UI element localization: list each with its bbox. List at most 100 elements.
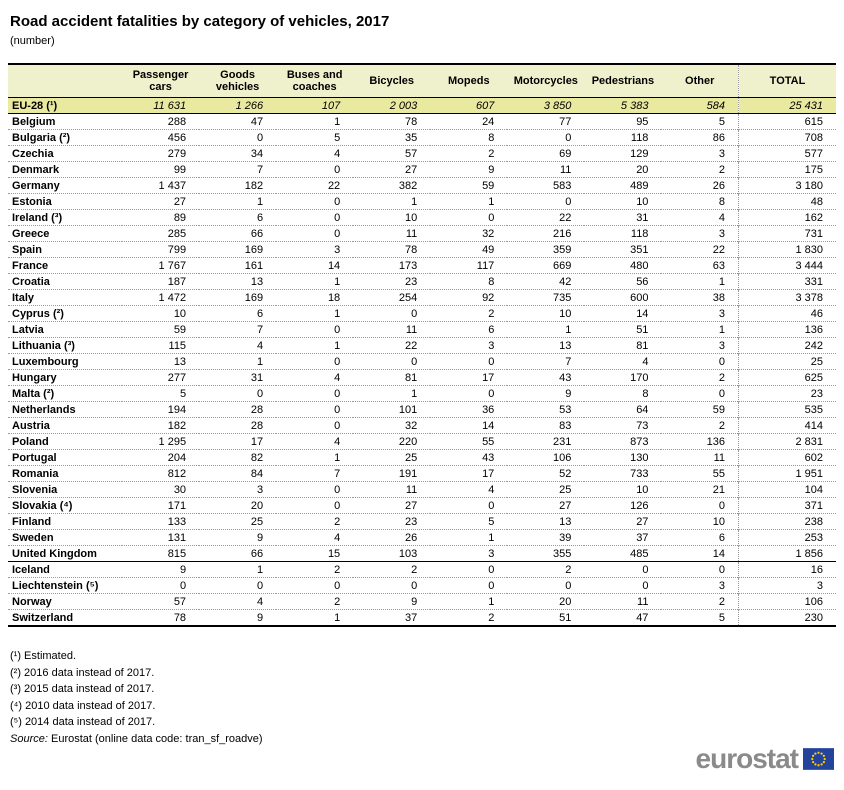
value-cell: 8 <box>718 195 725 208</box>
value-cell: 101 <box>398 403 418 416</box>
value-cell: 0 <box>642 563 649 576</box>
eurostat-wordmark: eurostat <box>695 743 799 774</box>
value-cell: 7 <box>257 163 264 176</box>
value-cell: 27 <box>405 163 418 176</box>
value-cell: 2 <box>411 563 418 576</box>
value-cell: 0 <box>334 579 341 592</box>
value-cell: 351 <box>630 243 649 256</box>
table-row: Spain 799 169 3 78 49 359 351 22 1 830 <box>8 241 836 258</box>
value-cell: 10 <box>636 195 649 208</box>
value-cell: 13 <box>559 339 572 352</box>
eu-flag-field <box>803 748 834 770</box>
value-cell: 5 383 <box>620 99 649 112</box>
footnote: (²) 2016 data instead of 2017. <box>10 666 155 679</box>
eu-flag-stars <box>811 751 826 767</box>
value-cell: 171 <box>167 499 187 512</box>
value-cell: 81 <box>636 339 649 352</box>
table-row: Norway 57 4 2 9 1 20 11 2 106 <box>8 593 836 610</box>
value-cell: 57 <box>405 147 418 160</box>
value-cell: 485 <box>630 547 649 560</box>
value-cell: 26 <box>712 179 725 192</box>
value-cell: 2 <box>488 611 495 624</box>
value-cell: 8 <box>488 131 495 144</box>
table-row: Austria 182 28 0 32 14 83 73 2 414 <box>8 417 836 434</box>
value-cell: 11 <box>405 227 418 240</box>
total-cell: 238 <box>738 513 836 530</box>
value-cell: 86 <box>712 131 725 144</box>
column-header: Bicycles <box>353 64 431 98</box>
value-cell: 812 <box>167 467 187 480</box>
total-cell: 25 431 <box>738 97 836 114</box>
row-label: Germany <box>12 179 60 192</box>
value-cell: 1 <box>411 387 418 400</box>
table-row: Portugal 204 82 1 25 43 106 130 11 602 <box>8 449 836 466</box>
value-cell: 1 472 <box>158 291 187 304</box>
value-cell: 1 767 <box>158 259 187 272</box>
value-cell: 9 <box>565 387 572 400</box>
value-cell: 22 <box>405 339 418 352</box>
value-cell: 4 <box>718 211 725 224</box>
row-label: Portugal <box>12 451 57 464</box>
value-cell: 10 <box>405 211 418 224</box>
value-cell: 32 <box>405 419 418 432</box>
value-cell: 81 <box>405 371 418 384</box>
table-row: Finland 133 25 2 23 5 13 27 10 238 <box>8 513 836 530</box>
value-cell: 130 <box>630 451 649 464</box>
value-cell: 5 <box>179 387 187 400</box>
value-cell: 27 <box>405 499 418 512</box>
row-label: Italy <box>12 291 35 304</box>
value-cell: 11 <box>637 595 649 608</box>
value-cell: 0 <box>488 355 495 368</box>
value-cell: 39 <box>559 531 572 544</box>
table-row: Switzerland 78 9 1 37 2 51 47 5 230 <box>8 609 836 626</box>
value-cell: 288 <box>167 115 187 128</box>
total-cell: 1 856 <box>738 545 836 562</box>
total-cell: 3 180 <box>738 177 836 194</box>
value-cell: 0 <box>411 579 418 592</box>
row-label: Iceland <box>12 563 50 576</box>
value-cell: 69 <box>559 147 572 160</box>
value-cell: 7 <box>565 355 572 368</box>
value-cell: 14 <box>482 419 495 432</box>
total-cell: 615 <box>738 113 836 130</box>
value-cell: 35 <box>405 131 418 144</box>
value-cell: 24 <box>482 115 495 128</box>
value-cell: 456 <box>167 131 187 144</box>
value-cell: 84 <box>250 467 264 480</box>
row-label: Netherlands <box>12 403 76 416</box>
value-cell: 17 <box>482 371 495 384</box>
total-cell: 46 <box>738 305 836 322</box>
value-cell: 0 <box>334 483 341 496</box>
value-cell: 220 <box>398 435 418 448</box>
value-cell: 63 <box>712 259 725 272</box>
table-row: Czechia 279 34 4 57 2 69 129 3 577 <box>8 145 836 162</box>
table-row: Slovenia 30 3 0 11 4 25 10 21 104 <box>8 481 836 498</box>
value-cell: 89 <box>173 211 187 224</box>
value-cell: 10 <box>559 307 572 320</box>
value-cell: 5 <box>718 115 725 128</box>
value-cell: 9 <box>257 531 264 544</box>
value-cell: 43 <box>559 371 572 384</box>
value-cell: 0 <box>334 195 341 208</box>
value-cell: 0 <box>718 499 725 512</box>
source-label: Source: <box>10 732 48 745</box>
value-cell: 3 <box>488 339 495 352</box>
value-cell: 78 <box>405 115 418 128</box>
value-cell: 9 <box>257 611 264 624</box>
value-cell: 4 <box>642 355 649 368</box>
row-label: Hungary <box>12 371 57 384</box>
value-cell: 78 <box>405 243 418 256</box>
value-cell: 0 <box>411 355 418 368</box>
value-cell: 382 <box>398 179 418 192</box>
value-cell: 126 <box>630 499 649 512</box>
value-cell: 22 <box>559 211 572 224</box>
value-cell: 66 <box>250 227 264 240</box>
value-cell: 11 <box>559 163 572 176</box>
value-cell: 47 <box>636 611 649 624</box>
value-cell: 4 <box>334 147 341 160</box>
value-cell: 20 <box>250 499 264 512</box>
value-cell: 22 <box>712 243 725 256</box>
value-cell: 10 <box>712 515 725 528</box>
value-cell: 25 <box>405 451 418 464</box>
table-row: Belgium 288 47 1 78 24 77 95 5 615 <box>8 113 836 130</box>
